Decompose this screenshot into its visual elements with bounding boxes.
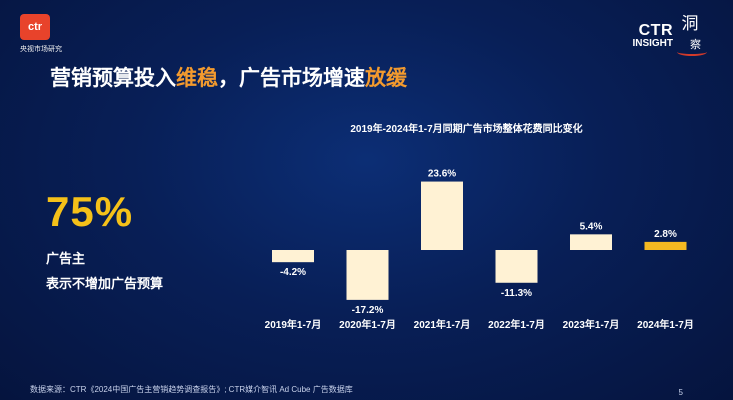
kpi-label-description: 表示不增加广告预算: [46, 276, 164, 291]
bar-4: [570, 234, 612, 250]
data-label-5: 2.8%: [654, 229, 677, 240]
insight-logo-swoosh: [677, 48, 707, 56]
slide-heading: 营销预算投入维稳，广告市场增速放缓: [50, 62, 407, 92]
bar-0: [272, 250, 314, 263]
data-label-2: 23.6%: [428, 169, 456, 180]
ctr-logo-subtitle: 央视市场研究: [20, 45, 62, 53]
insight-logo-word: INSIGHT: [632, 38, 673, 49]
ctr-insight-logo: CTR INSIGHT 洞 察: [611, 16, 711, 58]
x-tick-label-1: 2020年1-7月: [339, 318, 396, 331]
heading-part2: ，广告市场增速: [218, 67, 365, 90]
chart-title: 2019年-2024年1-7月同期广告市场整体花费同比变化: [350, 124, 583, 135]
data-label-4: 5.4%: [580, 221, 603, 232]
data-label-1: -17.2%: [352, 305, 384, 316]
data-source-note: 数据来源：CTR《2024中国广告主营销趋势调查报告》; CTR媒介智讯 Ad …: [30, 385, 353, 394]
x-tick-label-3: 2022年1-7月: [488, 318, 545, 331]
page-number: 5: [678, 388, 683, 397]
x-tick-label-0: 2019年1-7月: [265, 318, 322, 331]
kpi-value: 75%: [46, 188, 134, 235]
heading-part1: 营销预算投入: [50, 67, 176, 90]
kpi-label-advertiser: 广告主: [46, 251, 86, 266]
ctr-logo: ctr 央视市场研究: [20, 14, 90, 54]
bar-3: [495, 250, 538, 283]
insight-logo-cn2: 察: [690, 38, 701, 51]
data-label-0: -4.2%: [280, 267, 306, 278]
bar-1: [346, 250, 389, 300]
x-tick-label-2: 2021年1-7月: [414, 318, 471, 331]
heading-highlight1: 维稳: [176, 67, 218, 90]
ctr-logo-badge: ctr: [20, 14, 50, 40]
insight-logo-cn: 洞: [681, 14, 699, 34]
bar-5: [644, 241, 687, 250]
x-tick-label-5: 2024年1-7月: [637, 318, 694, 331]
x-tick-label-4: 2023年1-7月: [563, 318, 620, 331]
bar-2: [421, 181, 463, 250]
heading-highlight2: 放缓: [365, 67, 407, 90]
insight-logo-ctr: CTR: [638, 22, 673, 39]
data-label-3: -11.3%: [501, 288, 532, 299]
